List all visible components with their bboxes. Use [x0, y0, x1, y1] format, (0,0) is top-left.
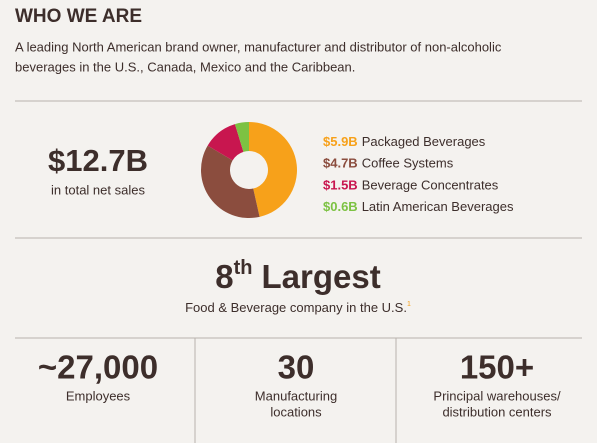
description-line: beverages in the U.S., Canada, Mexico an…: [15, 59, 355, 74]
stat-value: ~27,000: [38, 349, 158, 386]
legend-value: $5.9B: [323, 134, 358, 149]
stat-label: Principal warehouses/: [433, 388, 561, 403]
rank-suffix: th: [234, 257, 253, 279]
stat-label: locations: [270, 404, 322, 419]
rank-heading: 8th Largest: [215, 257, 380, 294]
legend-entry: $0.6B Latin American Beverages: [323, 200, 514, 215]
sales-label: in total net sales: [51, 182, 145, 197]
legend-label: Beverage Concentrates: [362, 178, 499, 193]
title: WHO WE ARE: [15, 6, 142, 27]
legend-label: Packaged Beverages: [362, 134, 486, 149]
donut-slice: [207, 124, 244, 161]
legend-entry: $4.7B Coffee Systems: [323, 156, 454, 171]
legend-value: $0.6B: [323, 200, 358, 215]
donut-chart: [200, 122, 297, 218]
stat-label: Manufacturing: [255, 388, 337, 403]
rank-subtitle-text: Food & Beverage company in the U.S.: [185, 300, 407, 315]
legend-value: $1.5B: [323, 178, 358, 193]
legend-entry: $5.9B Packaged Beverages: [323, 134, 486, 149]
legend: $5.9B Packaged Beverages $4.7B Coffee Syste…: [323, 134, 514, 214]
stat-label: distribution centers: [442, 404, 552, 419]
description-line: A leading North American brand owner, ma…: [15, 39, 502, 54]
stats: ~27,000 Employees 30 Manufacturinglocations…: [38, 349, 561, 420]
stat-value: 30: [278, 349, 315, 386]
legend-entry: $1.5B Beverage Concentrates: [323, 178, 499, 193]
donut-slice: [234, 122, 249, 152]
legend-label: Coffee Systems: [362, 156, 454, 171]
stat-label: Employees: [66, 388, 131, 403]
donut-slice: [249, 122, 297, 217]
sales-value: $12.7B: [48, 143, 148, 178]
stat-value: 150+: [460, 349, 534, 386]
legend-label: Latin American Beverages: [362, 200, 514, 215]
rank-number: 8: [215, 258, 233, 295]
rank-subtitle: Food & Beverage company in the U.S.1: [185, 300, 411, 315]
donut-slice: [200, 145, 260, 218]
footnote: 1: [407, 301, 411, 308]
rank-text: Largest: [262, 258, 381, 295]
legend-value: $4.7B: [323, 156, 358, 171]
